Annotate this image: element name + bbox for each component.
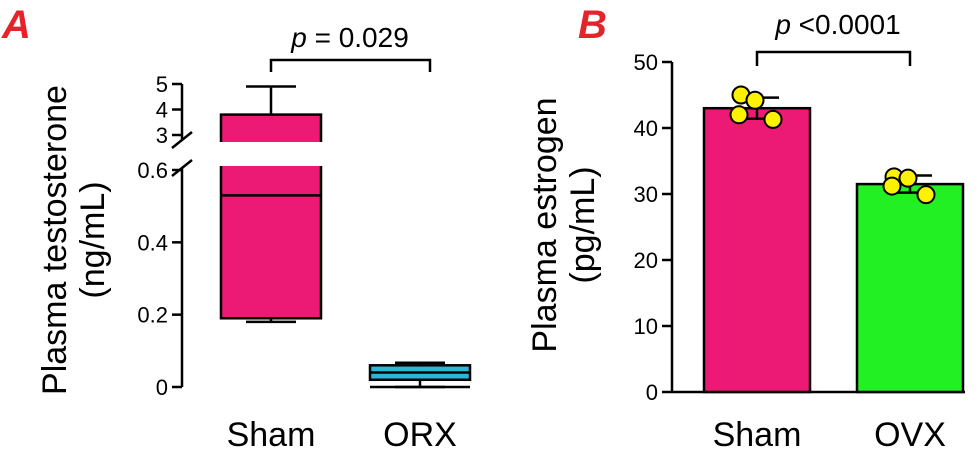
panel-b-p-value: p <0.0001 <box>774 9 900 40</box>
panel-b-bar-sham <box>702 85 812 394</box>
panel-b-y-tick-label: 20 <box>634 248 658 273</box>
panel-b-y-tick-label: 0 <box>646 380 658 405</box>
panel-a-axes: 345 0 0.2 0.4 0.6 <box>137 72 193 400</box>
panel-a-y-tick-label: 0.6 <box>137 158 168 183</box>
panel-b-significance-bracket <box>755 50 912 66</box>
bar-data-point <box>898 168 918 188</box>
panel-a-ylabel-line1: Plasma testosterone <box>36 85 74 395</box>
panel-a-ylabel-line2: (ng/mL) <box>74 181 112 298</box>
panel-a-category-label: ORX <box>383 416 457 454</box>
panel-b-y-tick-label: 10 <box>634 314 658 339</box>
panel-b-y-tick-label: 30 <box>634 182 658 207</box>
panel-a-axis-break-mark <box>171 159 193 177</box>
bar <box>702 106 812 394</box>
panel-a-box-sham <box>219 85 323 324</box>
panel-b-ylabel-line2: (pg/mL) <box>564 166 602 283</box>
bar-data-point <box>882 176 902 196</box>
panel-a-categories: Sham ORX <box>227 416 457 454</box>
panel-b-p-text: <0.0001 <box>791 9 901 40</box>
bar-data-point <box>763 109 783 129</box>
panel-a: A Plasma testosterone (ng/mL) 345 0 0.2 0.4… <box>1 3 472 454</box>
panel-a-y-tick-label: 0 <box>156 375 168 400</box>
panel-a-p-value: p = 0.029 <box>290 22 409 53</box>
panel-b-category-label: OVX <box>874 416 946 454</box>
panel-a-significance-bracket <box>269 58 432 72</box>
panel-a-boxes <box>219 85 472 389</box>
panel-b-categories: Sham OVX <box>713 416 946 454</box>
panel-a-break-gap <box>219 142 323 166</box>
panel-a-y-tick-label: 0.4 <box>137 230 168 255</box>
panel-a-y-tick-label: 0.2 <box>137 303 168 328</box>
bar-data-point <box>729 105 749 125</box>
panel-b-p-symbol: p <box>774 9 791 40</box>
panel-a-p-text: = 0.029 <box>307 22 409 53</box>
panel-a-significance: p = 0.029 <box>269 22 432 72</box>
bar <box>855 182 965 394</box>
panel-b: B Plasma estrogen (pg/mL) 0 10 20 30 40 50 p … <box>526 3 965 454</box>
panel-b-significance: p <0.0001 <box>755 9 912 66</box>
panel-a-letter: A <box>1 3 31 47</box>
panel-a-y-tick-label: 4 <box>156 98 168 123</box>
panel-b-bar-ovx <box>855 167 965 394</box>
panel-a-y-tick-label: 3 <box>156 123 168 148</box>
panel-b-letter: B <box>578 3 607 47</box>
panel-a-p-symbol: p <box>290 22 307 53</box>
panel-a-category-label: Sham <box>227 416 316 454</box>
panel-b-y-tick-label: 40 <box>634 116 658 141</box>
panel-b-bars <box>702 85 965 394</box>
bar-data-point <box>745 90 765 110</box>
panel-a-box-orx <box>368 361 472 389</box>
panel-b-y-tick-label: 50 <box>634 50 658 75</box>
panel-b-ylabel-line1: Plasma estrogen <box>526 97 564 352</box>
bar-data-point <box>916 185 936 205</box>
panel-b-category-label: Sham <box>713 416 802 454</box>
panel-a-axis-break-mark <box>171 131 193 149</box>
panel-a-y-tick-label: 5 <box>156 72 168 97</box>
